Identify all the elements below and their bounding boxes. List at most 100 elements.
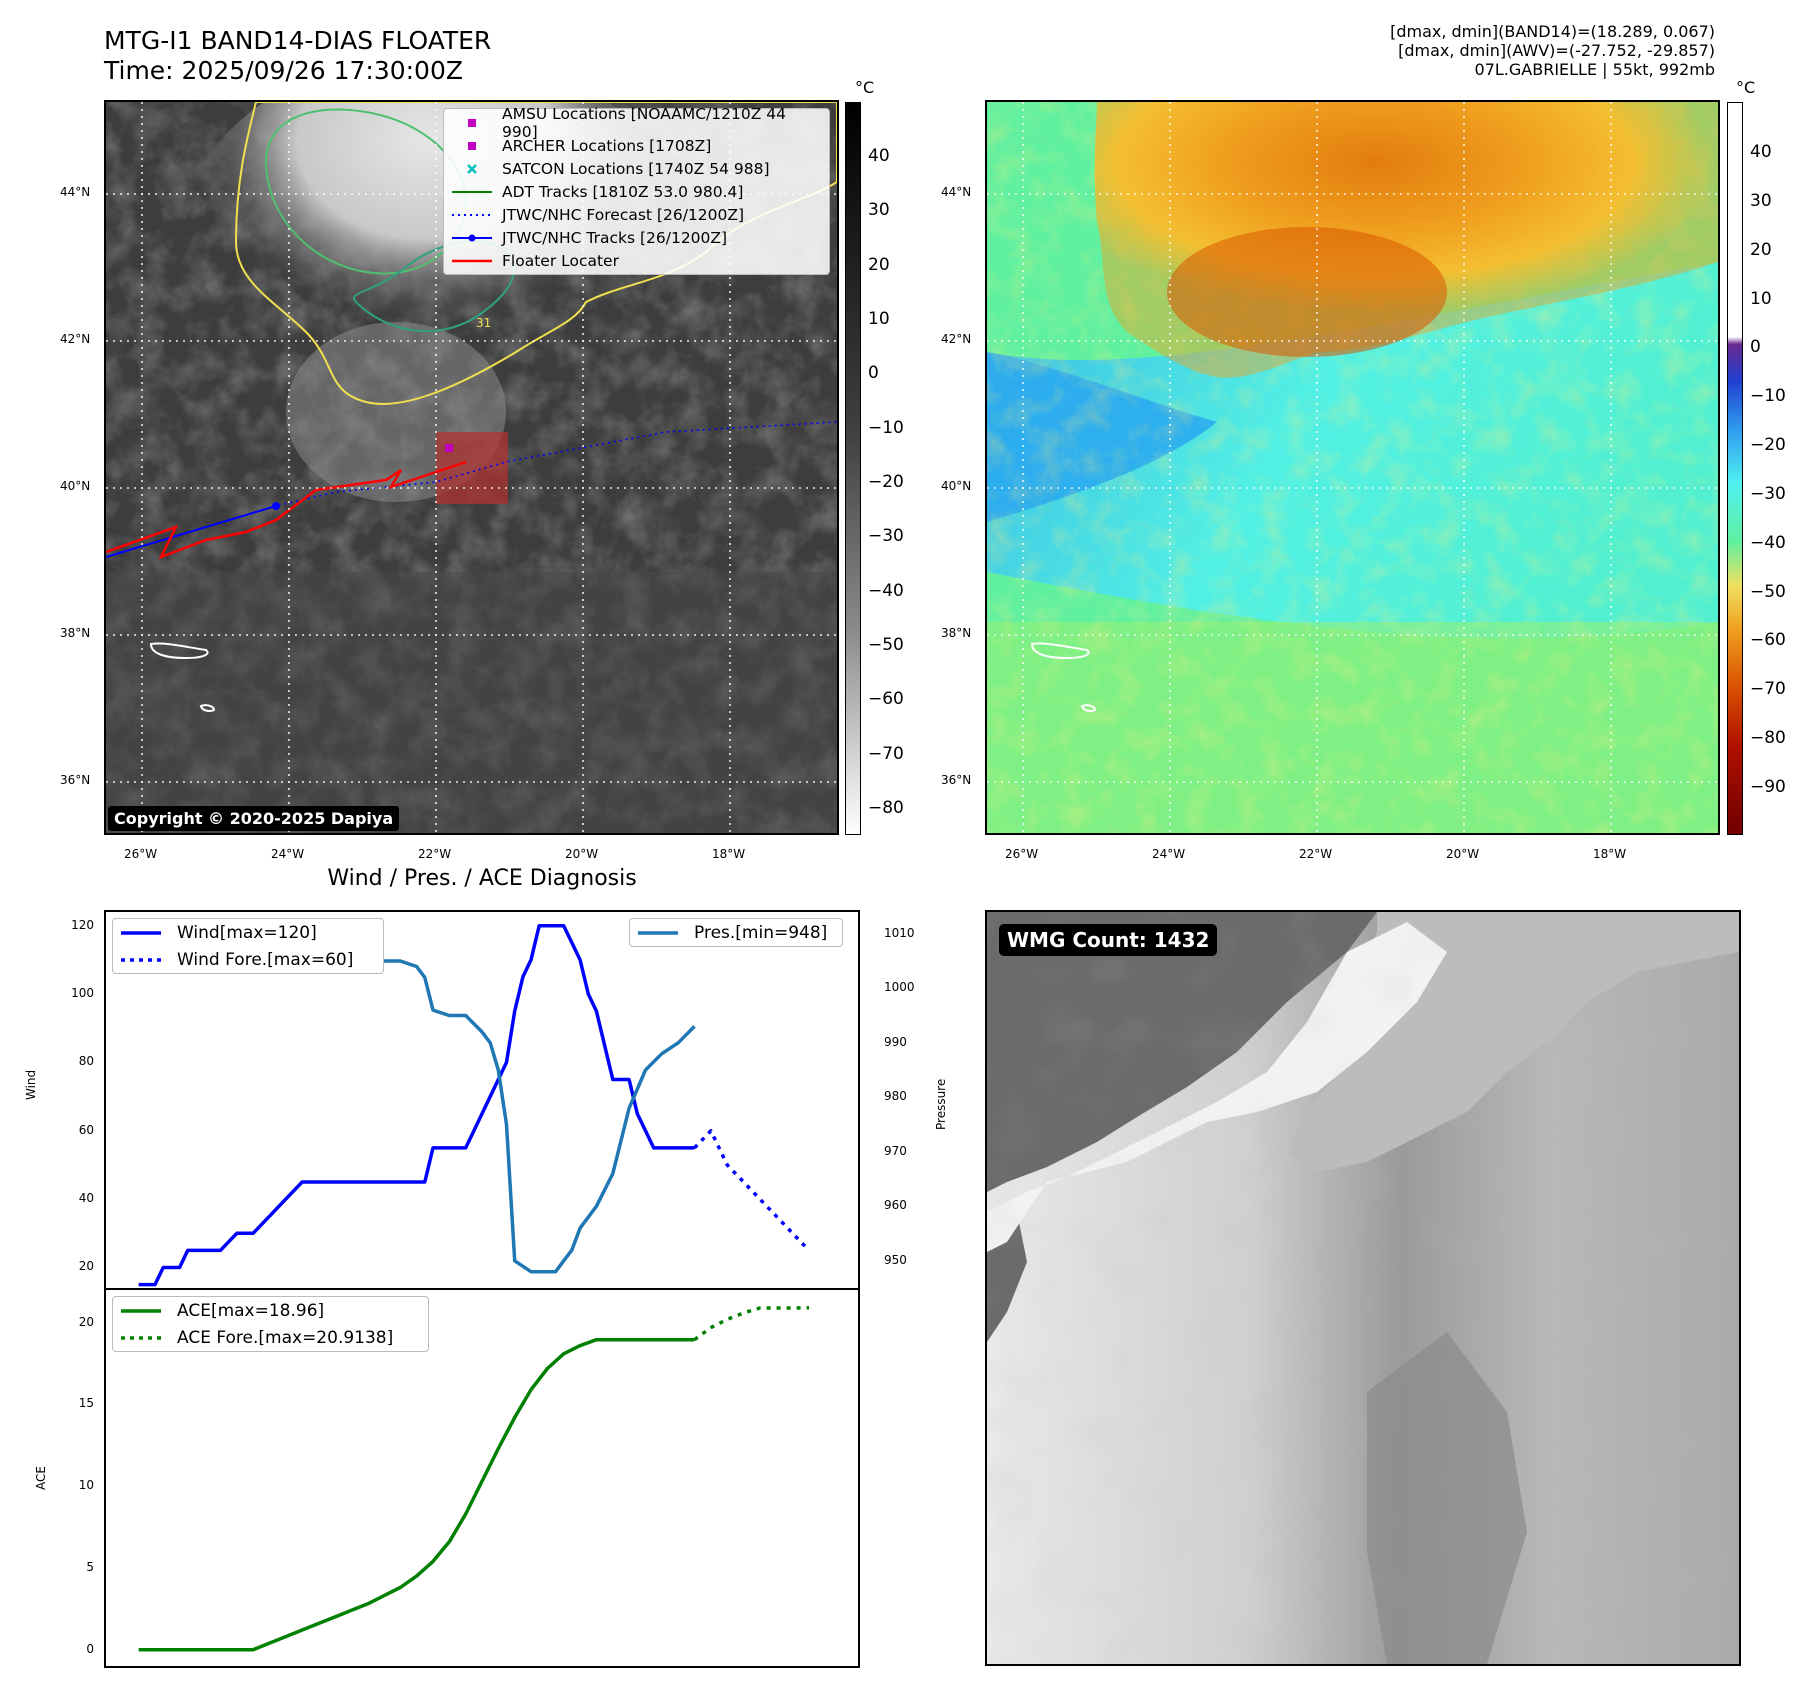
colorbar-tick: −10 <box>868 417 904 438</box>
ace-tick-label: 5 <box>86 1559 94 1574</box>
colorbar-tick: −10 <box>1750 386 1786 407</box>
ace-forecast-line <box>693 1306 810 1342</box>
info-line-3: 07L.GABRIELLE | 55kt, 992mb <box>1474 60 1715 79</box>
ace-legend: ACE[max=18.96] ACE Fore.[max=20.9138] <box>112 1296 429 1352</box>
legend-label: ARCHER Locations [1708Z] <box>502 136 712 155</box>
colorbar-tick: 30 <box>1750 190 1772 211</box>
legend-item-tracks: JTWC/NHC Tracks [26/1200Z] <box>444 226 829 249</box>
ace-series-line <box>138 1337 695 1652</box>
lat-label: 42°N <box>60 332 91 346</box>
colorbar-tick: 10 <box>1750 288 1772 309</box>
colorbar-tick: −50 <box>868 635 904 655</box>
legend-label: ACE Fore.[max=20.9138] <box>177 1327 394 1348</box>
legend-item-adt: ADT Tracks [1810Z 53.0 980.4] <box>444 180 829 203</box>
legend-item-archer: ARCHER Locations [1708Z] <box>444 134 829 157</box>
lat-label: 38°N <box>60 626 91 640</box>
diag-title: Wind / Pres. / ACE Diagnosis <box>327 866 637 891</box>
info-line-2: [dmax, dmin](AWV)=(-27.752, -29.857) <box>1398 41 1715 60</box>
legend-item-wind-fore: Wind Fore.[max=60] <box>113 946 383 973</box>
colorbar-tick: −60 <box>1750 630 1786 651</box>
legend-item-ace: ACE[max=18.96] <box>113 1297 428 1324</box>
lon-label: 18°W <box>712 847 746 861</box>
colorbar-unit: °C <box>855 78 875 97</box>
colorbar-tick: −30 <box>1750 483 1786 504</box>
title-line-1: MTG-I1 BAND14-DIAS FLOATER <box>104 26 492 55</box>
colorbar-tick: 0 <box>868 363 879 384</box>
pressure-series-line <box>138 932 696 1274</box>
pressure-tick-label: 950 <box>884 1252 907 1267</box>
colorbar-tick: 20 <box>1750 239 1772 260</box>
colorbar-tick: −70 <box>868 743 904 764</box>
lon-label: 26°W <box>1005 847 1039 861</box>
wind-tick-label: 120 <box>71 917 94 932</box>
legend-label: ACE[max=18.96] <box>177 1300 325 1321</box>
colorbar-tick: −50 <box>1750 581 1786 602</box>
wmg-panel: WMG Count: 1432 <box>985 910 1741 1666</box>
legend-label: JTWC/NHC Tracks [26/1200Z] <box>502 228 728 247</box>
legend-item-pressure: Pres.[min=948] <box>630 919 842 946</box>
colorbar-tick: −60 <box>868 689 904 710</box>
legend-item-forecast: JTWC/NHC Forecast [26/1200Z] <box>444 203 829 226</box>
legend-label: Wind Fore.[max=60] <box>177 949 354 970</box>
colorbar-tick: −40 <box>1750 532 1786 553</box>
pressure-tick-label: 980 <box>884 1089 907 1104</box>
legend-item-floater: Floater Locater <box>444 249 829 272</box>
wind-forecast-line <box>693 1129 811 1252</box>
lat-label: 36°N <box>941 773 972 787</box>
colorbar-tick: 20 <box>868 254 890 275</box>
colorbar-tick: 30 <box>868 200 890 221</box>
ace-panel <box>104 1288 860 1668</box>
pressure-tick-label: 990 <box>884 1034 907 1049</box>
ace-tick-label: 20 <box>78 1314 94 1329</box>
pressure-legend: Pres.[min=948] <box>629 918 843 947</box>
nhc-track <box>106 505 277 558</box>
colorbar-tick: 0 <box>1750 337 1761 358</box>
wind-tick-label: 100 <box>71 986 94 1001</box>
awv-map-image <box>987 102 1718 833</box>
wind-series-line <box>138 923 695 1287</box>
pressure-tick-label: 970 <box>884 1143 907 1158</box>
grayscale-colorbar <box>845 102 861 835</box>
lat-label: 44°N <box>941 185 972 199</box>
floater-locater-track <box>106 460 467 560</box>
lat-label: 38°N <box>941 626 972 640</box>
archer-marker <box>445 444 453 452</box>
title-line-2: Time: 2025/09/26 17:30:00Z <box>104 56 463 85</box>
lat-label: 44°N <box>60 185 91 199</box>
wind-tick-label: 80 <box>78 1054 94 1069</box>
ace-tick-label: 10 <box>78 1478 94 1493</box>
wind-legend: Wind[max=120] Wind Fore.[max=60] <box>112 918 384 974</box>
lon-label: 22°W <box>1299 847 1333 861</box>
wind-axis-label: Wind <box>24 1069 38 1100</box>
legend-label: JTWC/NHC Forecast [26/1200Z] <box>502 205 745 224</box>
lat-label: 42°N <box>941 332 972 346</box>
pressure-tick-label: 1010 <box>884 925 915 940</box>
colorbar-tick: −20 <box>1750 435 1786 456</box>
lat-label: 36°N <box>60 773 91 787</box>
wmg-count-badge: WMG Count: 1432 <box>999 924 1218 956</box>
copyright-badge: Copyright © 2020-2025 Dapiya <box>108 806 400 831</box>
colorbar-tick: −80 <box>868 798 904 818</box>
lat-label: 40°N <box>941 479 972 493</box>
pressure-tick-label: 960 <box>884 1198 907 1213</box>
ace-tick-label: 15 <box>78 1396 94 1411</box>
lon-label: 20°W <box>1446 847 1480 861</box>
contour-label: 31 <box>476 316 491 330</box>
lon-label: 22°W <box>418 847 452 861</box>
wind-tick-label: 60 <box>78 1122 94 1137</box>
pressure-axis-label: Pressure <box>934 1078 948 1130</box>
pressure-tick-label: 1000 <box>884 980 915 995</box>
info-line-1: [dmax, dmin](BAND14)=(18.289, 0.067) <box>1390 22 1715 41</box>
ace-plot <box>138 1306 810 1652</box>
lat-label: 40°N <box>60 479 91 493</box>
lon-label: 26°W <box>124 847 158 861</box>
legend-label: Pres.[min=948] <box>694 922 828 943</box>
colorbar-tick: −20 <box>868 472 904 492</box>
legend-item-satcon: SATCON Locations [1740Z 54 988] <box>444 157 829 180</box>
color-colorbar <box>1727 102 1743 835</box>
colorbar-tick: −30 <box>868 526 904 547</box>
lon-label: 20°W <box>565 847 599 861</box>
legend-label: ADT Tracks [1810Z 53.0 980.4] <box>502 182 744 201</box>
legend-item-wind: Wind[max=120] <box>113 919 383 946</box>
ace-tick-label: 0 <box>86 1641 94 1656</box>
